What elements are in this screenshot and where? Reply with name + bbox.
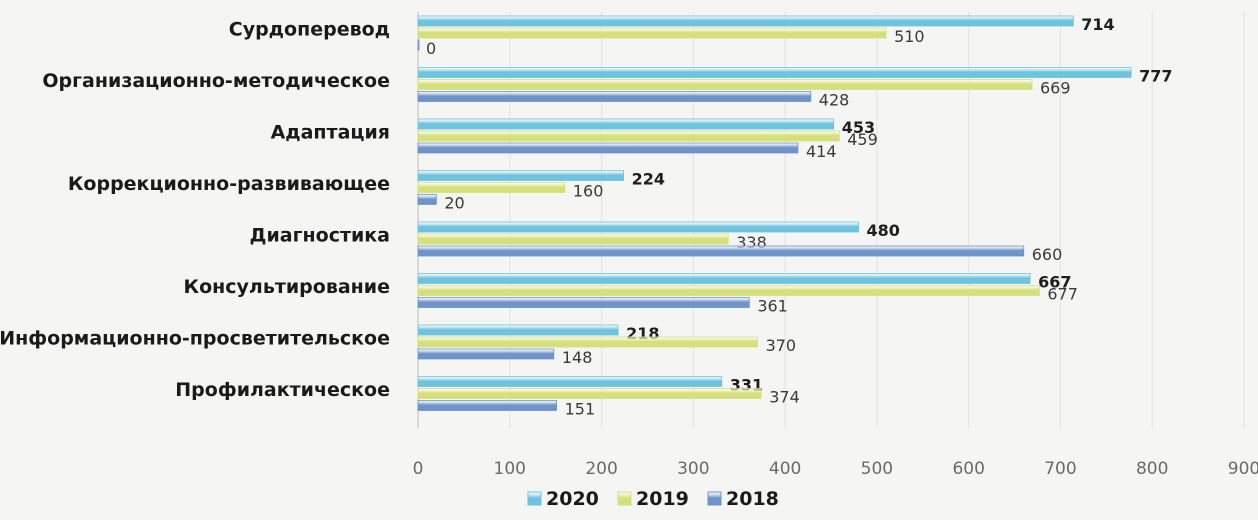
value-label: 660 bbox=[1032, 245, 1063, 264]
value-label: 677 bbox=[1047, 285, 1078, 304]
bar[interactable] bbox=[417, 348, 555, 360]
category-label: Сурдоперевод bbox=[229, 19, 390, 41]
category-label: Диагностика bbox=[250, 225, 390, 247]
bar[interactable] bbox=[417, 336, 758, 348]
x-tick-label: 900 bbox=[1228, 459, 1258, 479]
value-label: 459 bbox=[847, 130, 878, 149]
x-tick-label: 600 bbox=[952, 459, 984, 479]
bar[interactable] bbox=[417, 221, 859, 233]
value-label: 374 bbox=[769, 388, 800, 407]
x-tick-label: 0 bbox=[413, 459, 424, 479]
legend-swatch bbox=[617, 491, 632, 506]
bar[interactable] bbox=[417, 400, 557, 411]
value-label: 224 bbox=[632, 170, 665, 189]
bar[interactable] bbox=[417, 182, 566, 193]
category-label: Организационно-методическое bbox=[42, 70, 390, 92]
bar[interactable] bbox=[417, 27, 887, 39]
value-label: 453 bbox=[842, 118, 875, 137]
value-label: 0 bbox=[426, 39, 436, 58]
bar[interactable] bbox=[417, 388, 762, 399]
value-label: 160 bbox=[573, 182, 604, 201]
category-label: Адаптация bbox=[271, 122, 390, 144]
x-tick-label: 300 bbox=[677, 459, 709, 479]
bar[interactable] bbox=[417, 170, 624, 181]
legend-label: 2019 bbox=[636, 488, 689, 510]
bar[interactable] bbox=[417, 142, 799, 154]
bar[interactable] bbox=[417, 245, 1025, 257]
bar[interactable] bbox=[417, 233, 729, 245]
category-label: Консультирование bbox=[184, 276, 390, 298]
value-label: 414 bbox=[806, 142, 837, 161]
bar[interactable] bbox=[417, 91, 812, 102]
value-label: 510 bbox=[894, 27, 925, 46]
category-label: Профилактическое bbox=[175, 379, 390, 401]
value-label: 20 bbox=[444, 194, 464, 213]
value-label: 714 bbox=[1081, 15, 1114, 34]
value-label: 480 bbox=[867, 221, 900, 240]
value-label: 151 bbox=[565, 400, 596, 419]
value-label: 669 bbox=[1040, 79, 1071, 98]
value-label: 148 bbox=[562, 348, 593, 367]
bar[interactable] bbox=[417, 39, 420, 51]
value-label: 361 bbox=[757, 297, 788, 316]
value-label: 370 bbox=[766, 336, 797, 355]
x-tick-label: 400 bbox=[769, 459, 801, 479]
legend-label: 2020 bbox=[546, 488, 599, 510]
bar[interactable] bbox=[417, 297, 750, 308]
x-tick-label: 100 bbox=[494, 459, 526, 479]
value-label: 777 bbox=[1139, 67, 1172, 86]
legend-swatch bbox=[707, 491, 722, 506]
bar[interactable] bbox=[417, 324, 619, 336]
legend-label: 2018 bbox=[726, 488, 779, 510]
bar[interactable] bbox=[417, 67, 1132, 78]
value-label: 428 bbox=[819, 91, 850, 110]
x-tick-label: 500 bbox=[861, 459, 893, 479]
bar[interactable] bbox=[417, 376, 723, 387]
bar[interactable] bbox=[417, 273, 1031, 284]
category-label: Коррекционно-развивающее bbox=[68, 173, 390, 195]
category-label: Информационно-просветительское bbox=[0, 328, 390, 350]
bar[interactable] bbox=[417, 118, 835, 130]
x-tick-label: 700 bbox=[1044, 459, 1076, 479]
x-tick-label: 800 bbox=[1136, 459, 1168, 479]
x-tick-label: 200 bbox=[585, 459, 617, 479]
bar[interactable] bbox=[417, 79, 1033, 90]
legend-swatch bbox=[527, 491, 542, 506]
bar[interactable] bbox=[417, 194, 437, 205]
bar[interactable] bbox=[417, 285, 1040, 296]
value-label: 667 bbox=[1038, 273, 1071, 292]
bar[interactable] bbox=[417, 15, 1074, 27]
bar[interactable] bbox=[417, 130, 840, 142]
